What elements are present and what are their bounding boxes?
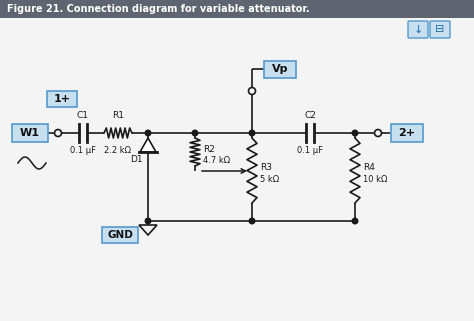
Text: D1: D1 [130, 155, 143, 164]
Text: W1: W1 [20, 128, 40, 138]
FancyBboxPatch shape [12, 124, 48, 142]
Circle shape [192, 130, 198, 136]
Text: 2.2 kΩ: 2.2 kΩ [104, 146, 131, 155]
Circle shape [145, 218, 151, 224]
FancyBboxPatch shape [408, 21, 428, 38]
Text: 0.1 μF: 0.1 μF [70, 146, 96, 155]
Text: ↓: ↓ [413, 24, 423, 34]
FancyBboxPatch shape [264, 60, 296, 77]
Text: 0.1 μF: 0.1 μF [297, 146, 323, 155]
Polygon shape [140, 138, 156, 152]
FancyBboxPatch shape [47, 91, 77, 107]
FancyBboxPatch shape [391, 124, 423, 142]
Circle shape [249, 218, 255, 224]
Text: 1+: 1+ [54, 94, 71, 104]
Text: R1: R1 [112, 111, 124, 120]
Text: C1: C1 [77, 111, 89, 120]
Circle shape [352, 218, 358, 224]
Text: 5 kΩ: 5 kΩ [260, 175, 279, 184]
Text: Figure 21. Connection diagram for variable attenuator.: Figure 21. Connection diagram for variab… [7, 4, 310, 14]
Circle shape [55, 129, 62, 136]
Text: 4.7 kΩ: 4.7 kΩ [203, 156, 230, 165]
Text: GND: GND [107, 230, 133, 240]
Text: R4: R4 [363, 163, 375, 172]
Circle shape [248, 88, 255, 94]
Circle shape [374, 129, 382, 136]
Text: C2: C2 [304, 111, 316, 120]
Circle shape [145, 130, 151, 136]
Text: ⊟: ⊟ [435, 24, 445, 34]
Circle shape [249, 130, 255, 136]
Text: Vp: Vp [272, 64, 288, 74]
FancyBboxPatch shape [430, 21, 450, 38]
FancyBboxPatch shape [102, 227, 138, 243]
Text: 10 kΩ: 10 kΩ [363, 175, 387, 184]
Text: R3: R3 [260, 163, 272, 172]
Polygon shape [139, 225, 157, 235]
Circle shape [352, 130, 358, 136]
Text: R2: R2 [203, 145, 215, 154]
Text: 2+: 2+ [399, 128, 416, 138]
FancyBboxPatch shape [0, 0, 474, 18]
